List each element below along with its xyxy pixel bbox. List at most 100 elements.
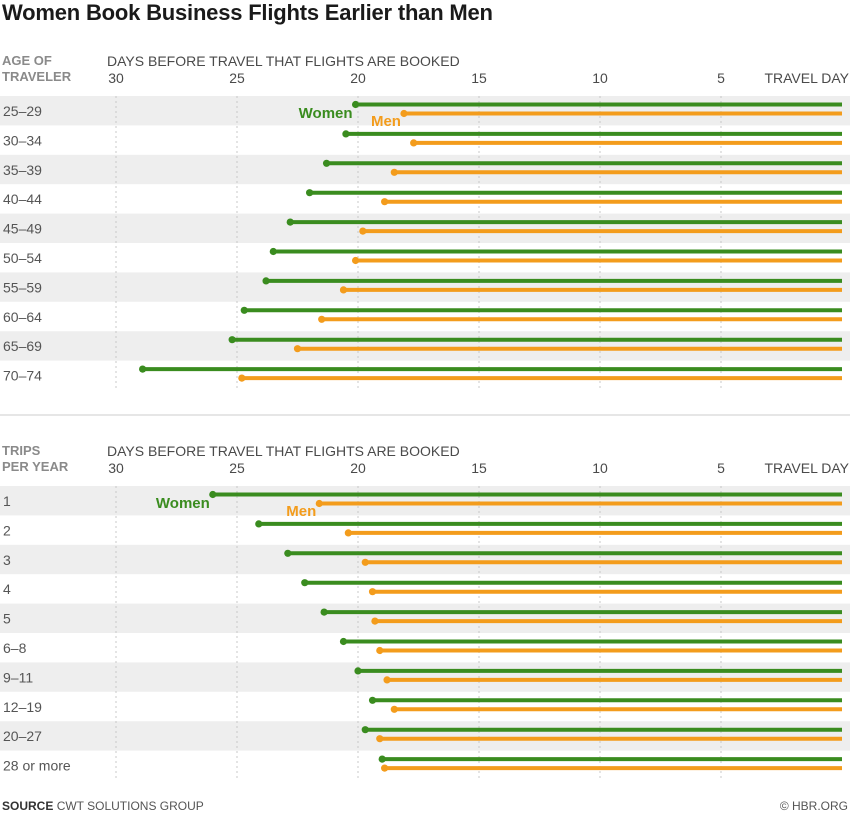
men-dot — [315, 499, 323, 508]
row-band — [0, 272, 850, 302]
x-tick-label: 5 — [717, 70, 725, 86]
row-band — [0, 154, 850, 185]
women-dot — [286, 218, 294, 226]
row-band — [0, 603, 850, 633]
men-series-label: Men — [286, 503, 316, 520]
x-axis-title: DAYS BEFORE TRAVEL THAT FLIGHTS ARE BOOK… — [107, 443, 460, 459]
x-tick-label: TRAVEL DAY — [764, 460, 849, 476]
men-dot — [238, 374, 246, 382]
row-band — [0, 331, 850, 361]
category-axis-title: AGE OF — [2, 53, 52, 68]
women-dot — [361, 726, 369, 734]
women-dot — [306, 189, 314, 197]
row-band — [0, 213, 850, 243]
men-dot — [339, 286, 348, 294]
men-dot — [410, 139, 418, 147]
women-dot — [301, 579, 309, 587]
women-series-label: Women — [156, 495, 210, 512]
category-label: 65–69 — [3, 338, 42, 354]
x-axis-title: DAYS BEFORE TRAVEL THAT FLIGHTS ARE BOOK… — [107, 53, 460, 69]
category-label: 1 — [3, 493, 11, 509]
men-dot — [381, 198, 389, 206]
women-dot — [342, 130, 350, 138]
women-dot — [351, 100, 360, 109]
category-label: 28 or more — [3, 758, 71, 774]
row-band — [0, 662, 850, 692]
copyright: © HBR.ORG — [779, 799, 848, 813]
men-dot — [390, 705, 398, 713]
men-dot — [359, 227, 367, 235]
women-dot — [240, 306, 248, 314]
category-axis-title: PER YEAR — [2, 459, 69, 474]
chart-title: Women Book Business Flights Earlier than… — [2, 0, 493, 25]
category-label: 12–19 — [3, 699, 42, 715]
category-label: 4 — [3, 581, 11, 597]
category-label: 45–49 — [3, 221, 42, 237]
men-dot — [383, 676, 391, 684]
men-dot — [361, 558, 369, 566]
women-dot — [209, 490, 217, 499]
x-tick-label: 10 — [592, 460, 608, 476]
row-band — [0, 486, 850, 516]
men-dot — [400, 109, 408, 118]
x-tick-label: 15 — [471, 70, 487, 86]
x-tick-label: 10 — [592, 70, 608, 86]
category-axis-title: TRIPS — [2, 443, 41, 458]
category-label: 6–8 — [3, 640, 27, 656]
x-tick-label: 15 — [471, 460, 487, 476]
category-label: 20–27 — [3, 728, 42, 744]
category-label: 25–29 — [3, 103, 42, 119]
x-tick-label: 30 — [108, 70, 124, 86]
row-band — [0, 721, 850, 751]
category-label: 30–34 — [3, 132, 42, 148]
x-tick-label: TRAVEL DAY — [764, 70, 849, 86]
category-label: 60–64 — [3, 309, 42, 325]
source-label: SOURCE — [2, 799, 54, 813]
category-label: 50–54 — [3, 250, 42, 266]
men-dot — [390, 168, 398, 176]
source-text: CWT SOLUTIONS GROUP — [56, 799, 204, 813]
x-tick-label: 30 — [108, 460, 124, 476]
women-dot — [339, 637, 348, 646]
men-dot — [368, 588, 377, 596]
category-label: 3 — [3, 552, 11, 568]
women-dot — [378, 755, 386, 763]
men-dot — [293, 345, 302, 353]
category-label: 5 — [3, 611, 11, 627]
men-dot — [351, 256, 360, 265]
category-axis-title: TRAVELER — [2, 69, 72, 84]
men-dot — [376, 646, 384, 655]
men-dot — [376, 735, 384, 743]
women-dot — [368, 696, 377, 704]
women-dot — [354, 667, 362, 675]
women-dot — [322, 159, 331, 167]
row-band — [0, 544, 850, 575]
women-dot — [284, 549, 292, 557]
x-tick-label: 25 — [229, 460, 245, 476]
women-series-label: Women — [299, 105, 353, 122]
women-dot — [255, 520, 263, 528]
category-label: 9–11 — [3, 669, 33, 685]
women-dot — [139, 365, 147, 373]
category-label: 40–44 — [3, 191, 42, 207]
x-tick-label: 5 — [717, 460, 725, 476]
men-dot — [344, 529, 352, 537]
category-label: 35–39 — [3, 162, 42, 178]
source-note: SOURCE CWT SOLUTIONS GROUP — [2, 799, 204, 813]
category-label: 2 — [3, 522, 11, 538]
row-band — [0, 96, 850, 126]
x-tick-label: 20 — [350, 460, 366, 476]
x-tick-label: 20 — [350, 70, 366, 86]
category-label: 70–74 — [3, 368, 42, 384]
men-dot — [371, 617, 379, 625]
category-label: 55–59 — [3, 279, 42, 295]
men-series-label: Men — [371, 113, 401, 130]
men-dot — [318, 315, 326, 323]
x-tick-label: 25 — [229, 70, 245, 86]
women-dot — [269, 247, 277, 256]
women-dot — [320, 608, 328, 616]
women-dot — [262, 277, 270, 285]
